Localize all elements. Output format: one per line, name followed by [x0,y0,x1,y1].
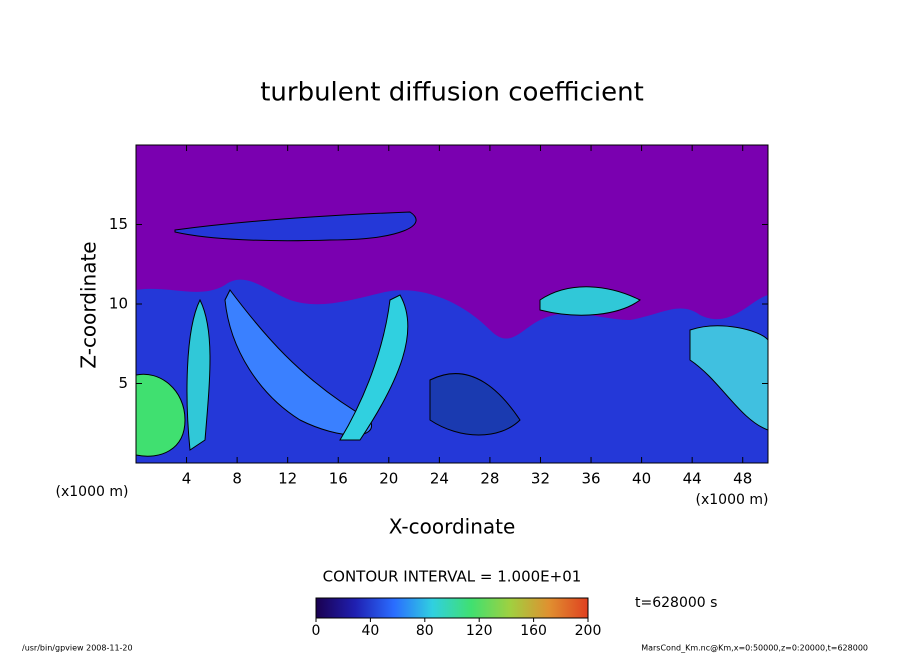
colorbar-tick-label: 0 [312,623,321,639]
x-tick-label: 24 [430,470,449,488]
x-unit-label: (x1000 m) [696,492,769,508]
colorbar [315,597,589,619]
y-tick-label: 5 [118,374,128,392]
x-tick-label: 8 [232,470,242,488]
contour-interval: CONTOUR INTERVAL = 1.000E+01 [323,568,582,586]
footer-left: /usr/bin/gpview 2008-11-20 [22,644,133,653]
footer-right: MarsCond_Km.nc@Km,x=0:50000,z=0:20000,t=… [641,644,868,653]
field-region [339,294,409,441]
x-tick-label: 36 [581,470,600,488]
y-tick-label: 10 [109,295,128,313]
y-tick-label: 15 [109,215,128,233]
field-region [186,298,211,451]
field-region [429,373,521,436]
colorbar-tick-label: 40 [361,623,379,639]
colorbar-tick-label: 120 [466,623,493,639]
colorbar-tick-label: 160 [520,623,547,639]
time-label: t=628000 s [635,595,717,611]
x-tick-label: 40 [632,470,651,488]
chart-title: turbulent diffusion coefficient [260,78,644,108]
x-axis-label: X-coordinate [389,515,516,539]
x-tick-label: 12 [278,470,297,488]
x-tick-label: 16 [329,470,348,488]
x-tick-label: 48 [733,470,752,488]
x-tick-label: 28 [480,470,499,488]
field-region [174,211,417,242]
field-region [539,286,641,316]
y-unit-label: (x1000 m) [56,484,129,500]
x-tick-label: 44 [683,470,702,488]
y-axis-label: Z-coordinate [77,241,101,368]
x-tick-label: 4 [182,470,192,488]
field-region [136,373,186,457]
contour-field [136,211,768,463]
colorbar-tick-label: 200 [575,623,602,639]
colorbar-tick-label: 80 [416,623,434,639]
field-region [136,279,768,463]
x-tick-label: 20 [379,470,398,488]
x-tick-label: 32 [531,470,550,488]
